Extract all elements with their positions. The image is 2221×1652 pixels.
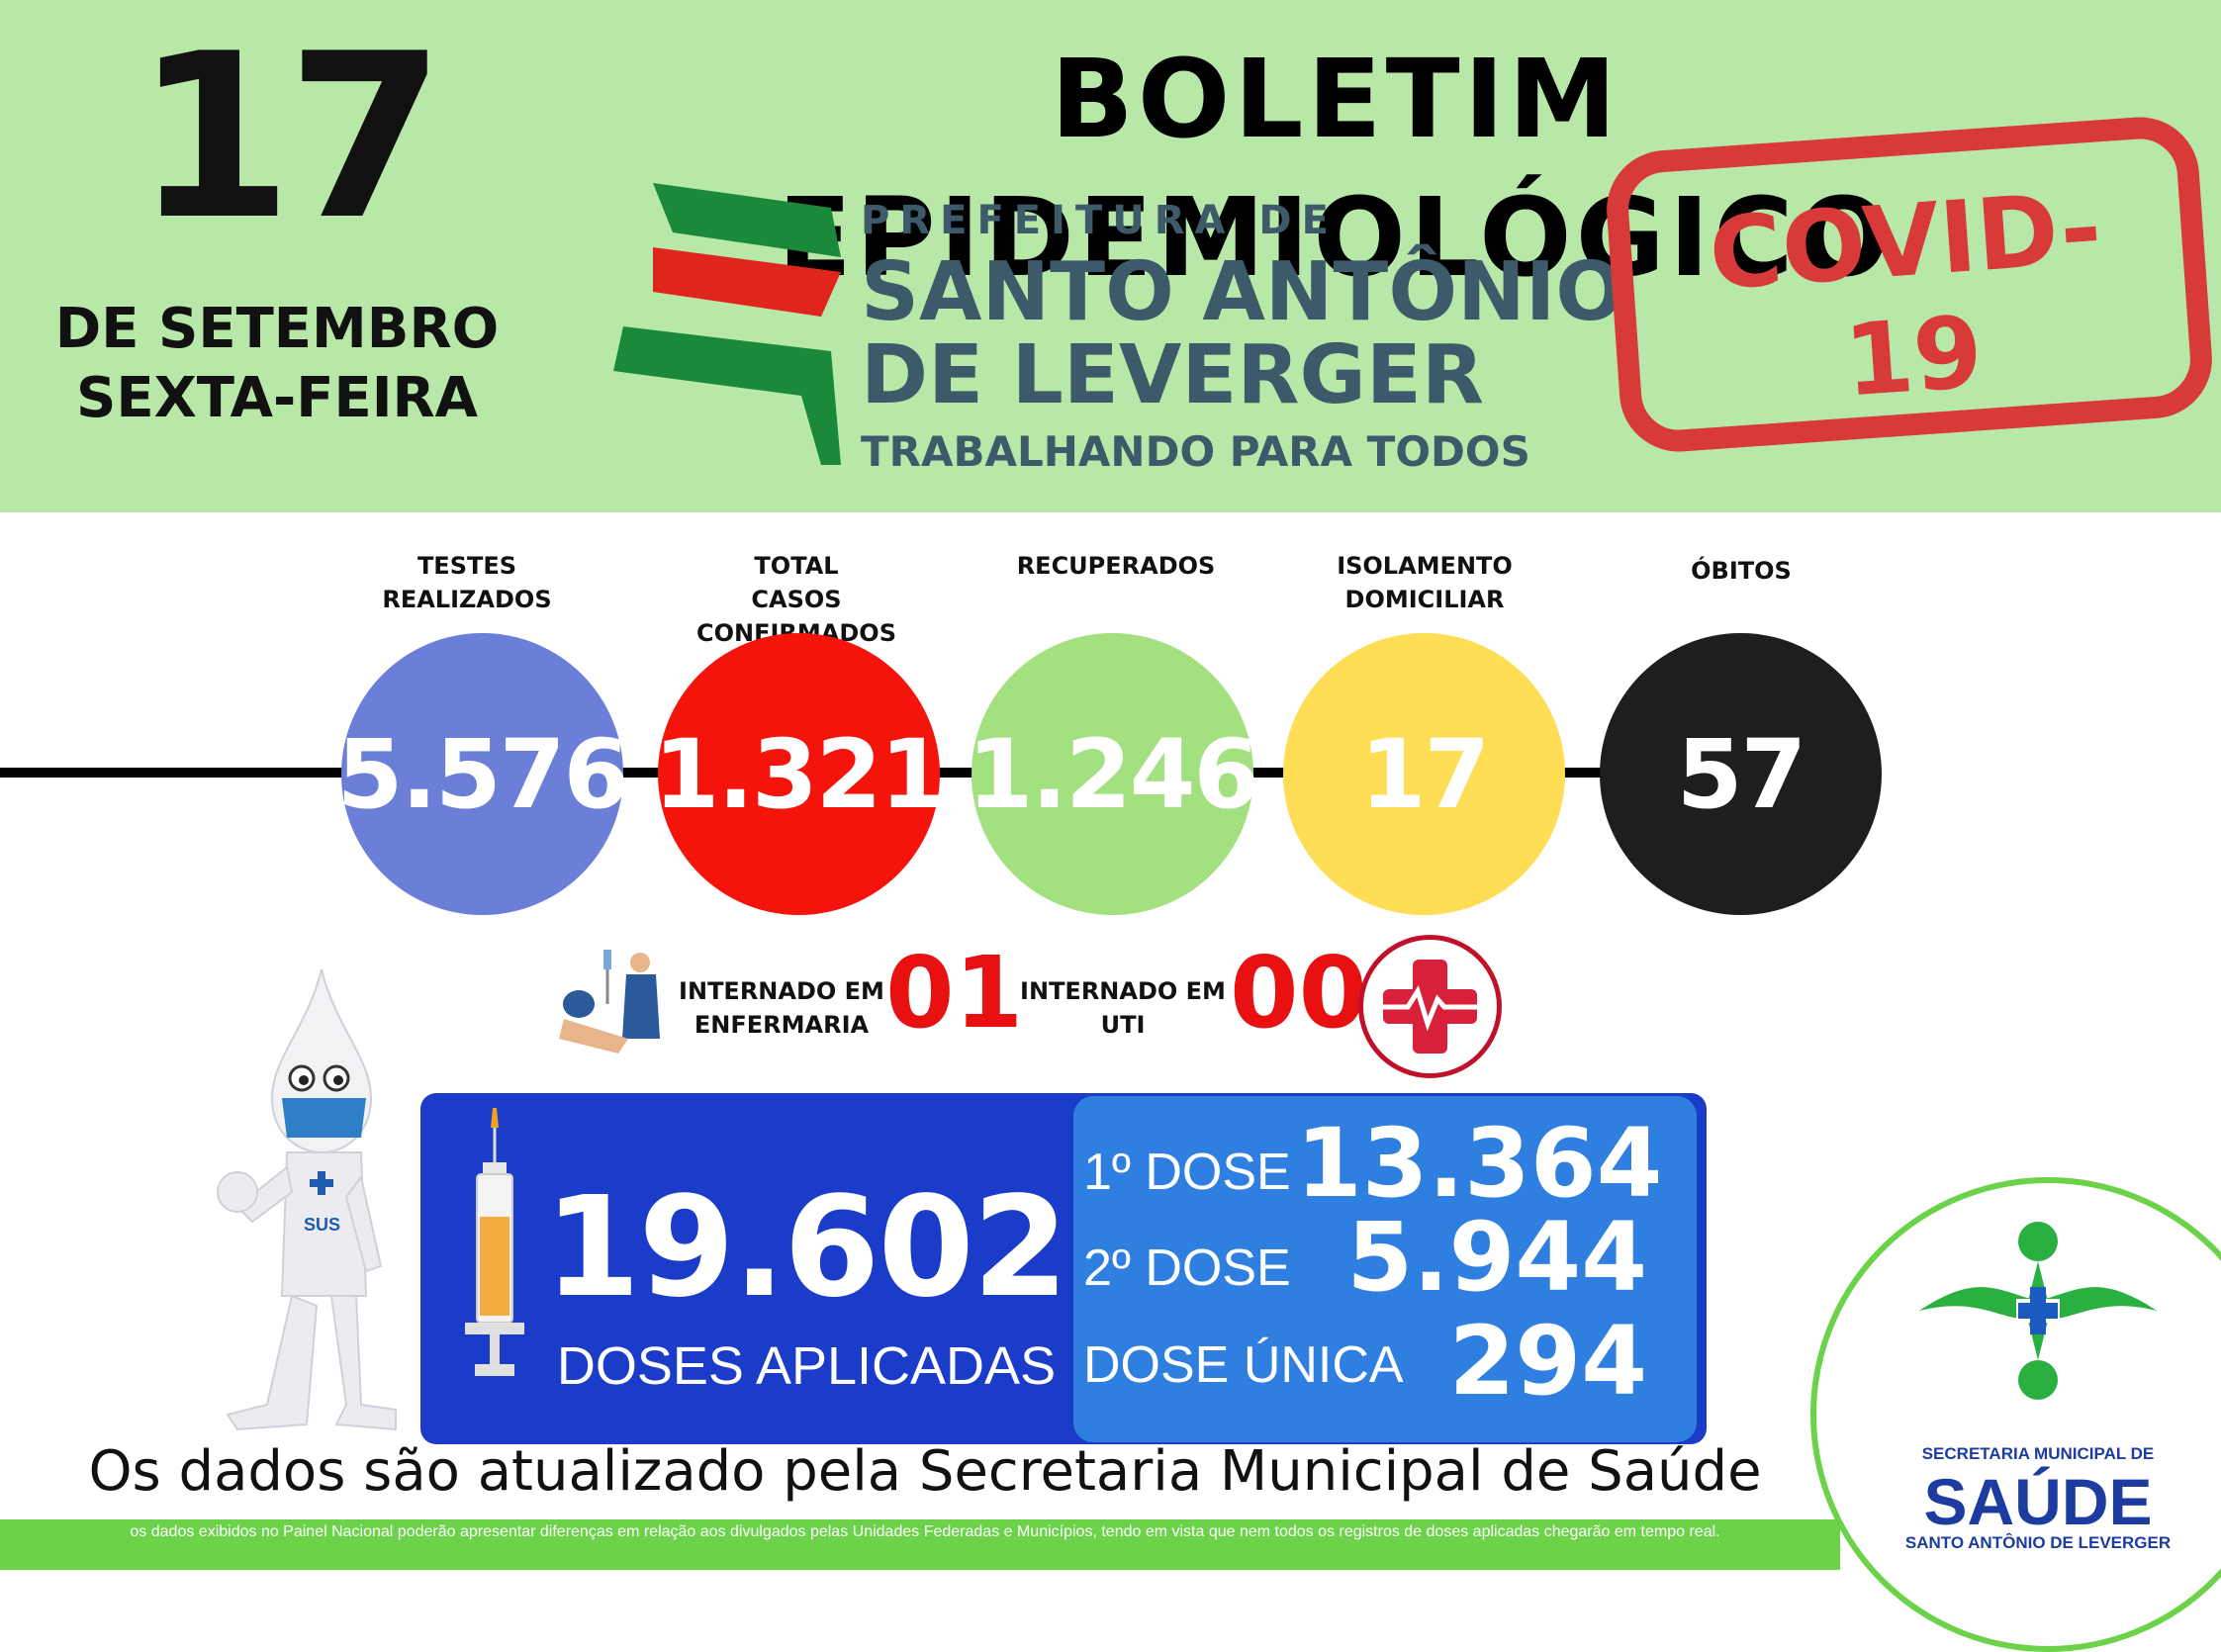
- bulletin-month: DE SETEMBRO: [54, 297, 500, 361]
- secretaria-title-big: SAÚDE: [1923, 1465, 2153, 1538]
- disclaimer-text: os dados exibidos no Painel Nacional pod…: [130, 1523, 1720, 1540]
- disclaimer-bar: [0, 1519, 1840, 1570]
- stat-label-line: CASOS CONFIRMADOS: [696, 586, 896, 647]
- header-banner: [0, 0, 2221, 512]
- stat-circle-isolation: 17: [1283, 633, 1565, 915]
- single-dose-value: 294: [1448, 1306, 1647, 1417]
- data-source-note: Os dados são atualizado pela Secretaria …: [88, 1439, 1762, 1504]
- dose2-label: 2º DOSE: [1083, 1239, 1291, 1297]
- vaccine-total-label: DOSES APLICADAS: [556, 1336, 1057, 1396]
- icu-label: INTERNADO EM UTI: [1019, 974, 1227, 1042]
- secretaria-title-small: SECRETARIA MUNICIPAL DE: [1921, 1444, 2155, 1463]
- syringe-icon: [465, 1108, 524, 1376]
- stat-label-line: RECUPERADOS: [1016, 552, 1216, 580]
- stat-circle-confirmed: 1.321: [654, 633, 946, 915]
- stat-label-tests: TESTES REALIZADOS: [328, 549, 605, 616]
- vaccine-mascot-image: [217, 969, 397, 1431]
- single-dose-label: DOSE ÚNICA: [1083, 1336, 1404, 1394]
- secretaria-figure-logo: [1919, 1222, 2157, 1400]
- stat-label-line: ISOLAMENTO: [1337, 552, 1513, 580]
- secretaria-city: SANTO ANTÔNIO DE LEVERGER: [1904, 1533, 2172, 1552]
- ward-label-line: INTERNADO EM: [679, 977, 884, 1005]
- prefeitura-flag-logo: [613, 183, 841, 465]
- icu-label-line: INTERNADO EM: [1020, 977, 1226, 1005]
- stat-label-isolation: ISOLAMENTO DOMICILIAR: [1286, 549, 1563, 616]
- stat-label-line: TESTES: [416, 552, 517, 580]
- icu-count: 00: [1230, 935, 1368, 1051]
- prefeitura-label: PREFEITURA DE: [861, 198, 1339, 243]
- city-name-line1: SANTO ANTÔNIO: [861, 245, 1624, 339]
- bulletin-weekday: SEXTA-FEIRA: [76, 366, 478, 430]
- stat-label-recovered: RECUPERADOS: [977, 549, 1254, 583]
- dose1-value: 13.364: [1296, 1108, 1663, 1219]
- page-title: BOLETIM EPIDEMIOLÓGICO: [777, 36, 1895, 301]
- stat-label-line: REALIZADOS: [382, 586, 552, 613]
- stat-circle-tests: 5.576: [337, 633, 629, 915]
- stat-circle-recovered: 1.246: [968, 633, 1259, 915]
- vaccine-total-doses: 19.602: [544, 1167, 1068, 1329]
- icu-label-line: UTI: [1100, 1011, 1146, 1039]
- bulletin-day: 17: [134, 6, 445, 270]
- stat-label-deaths: ÓBITOS: [1603, 554, 1880, 588]
- medical-cross-icon: [1358, 935, 1502, 1078]
- sus-badge: SUS: [304, 1215, 341, 1235]
- ward-count: 01: [885, 935, 1024, 1051]
- prefeitura-slogan: TRABALHANDO PARA TODOS: [861, 427, 1530, 476]
- city-name-line2: DE LEVERGER: [861, 328, 1484, 422]
- covid-stamp-text: COVID-19: [1705, 169, 2105, 419]
- hospital-bed-icon: [559, 950, 660, 1054]
- stat-label-confirmed: TOTAL CASOS CONFIRMADOS: [658, 549, 935, 650]
- vaccination-doses-panel: [1073, 1096, 1697, 1442]
- stat-label-line: ÓBITOS: [1691, 557, 1792, 585]
- stats-timeline: [0, 768, 1880, 778]
- stat-circle-deaths: 57: [1600, 633, 1882, 915]
- dose2-value: 5.944: [1346, 1202, 1647, 1313]
- ward-label: INTERNADO EM ENFERMARIA: [678, 974, 885, 1042]
- ward-label-line: ENFERMARIA: [694, 1011, 870, 1039]
- stat-label-line: TOTAL: [754, 552, 839, 580]
- stat-label-line: DOMICILIAR: [1344, 586, 1505, 613]
- dose1-label: 1º DOSE: [1083, 1144, 1291, 1201]
